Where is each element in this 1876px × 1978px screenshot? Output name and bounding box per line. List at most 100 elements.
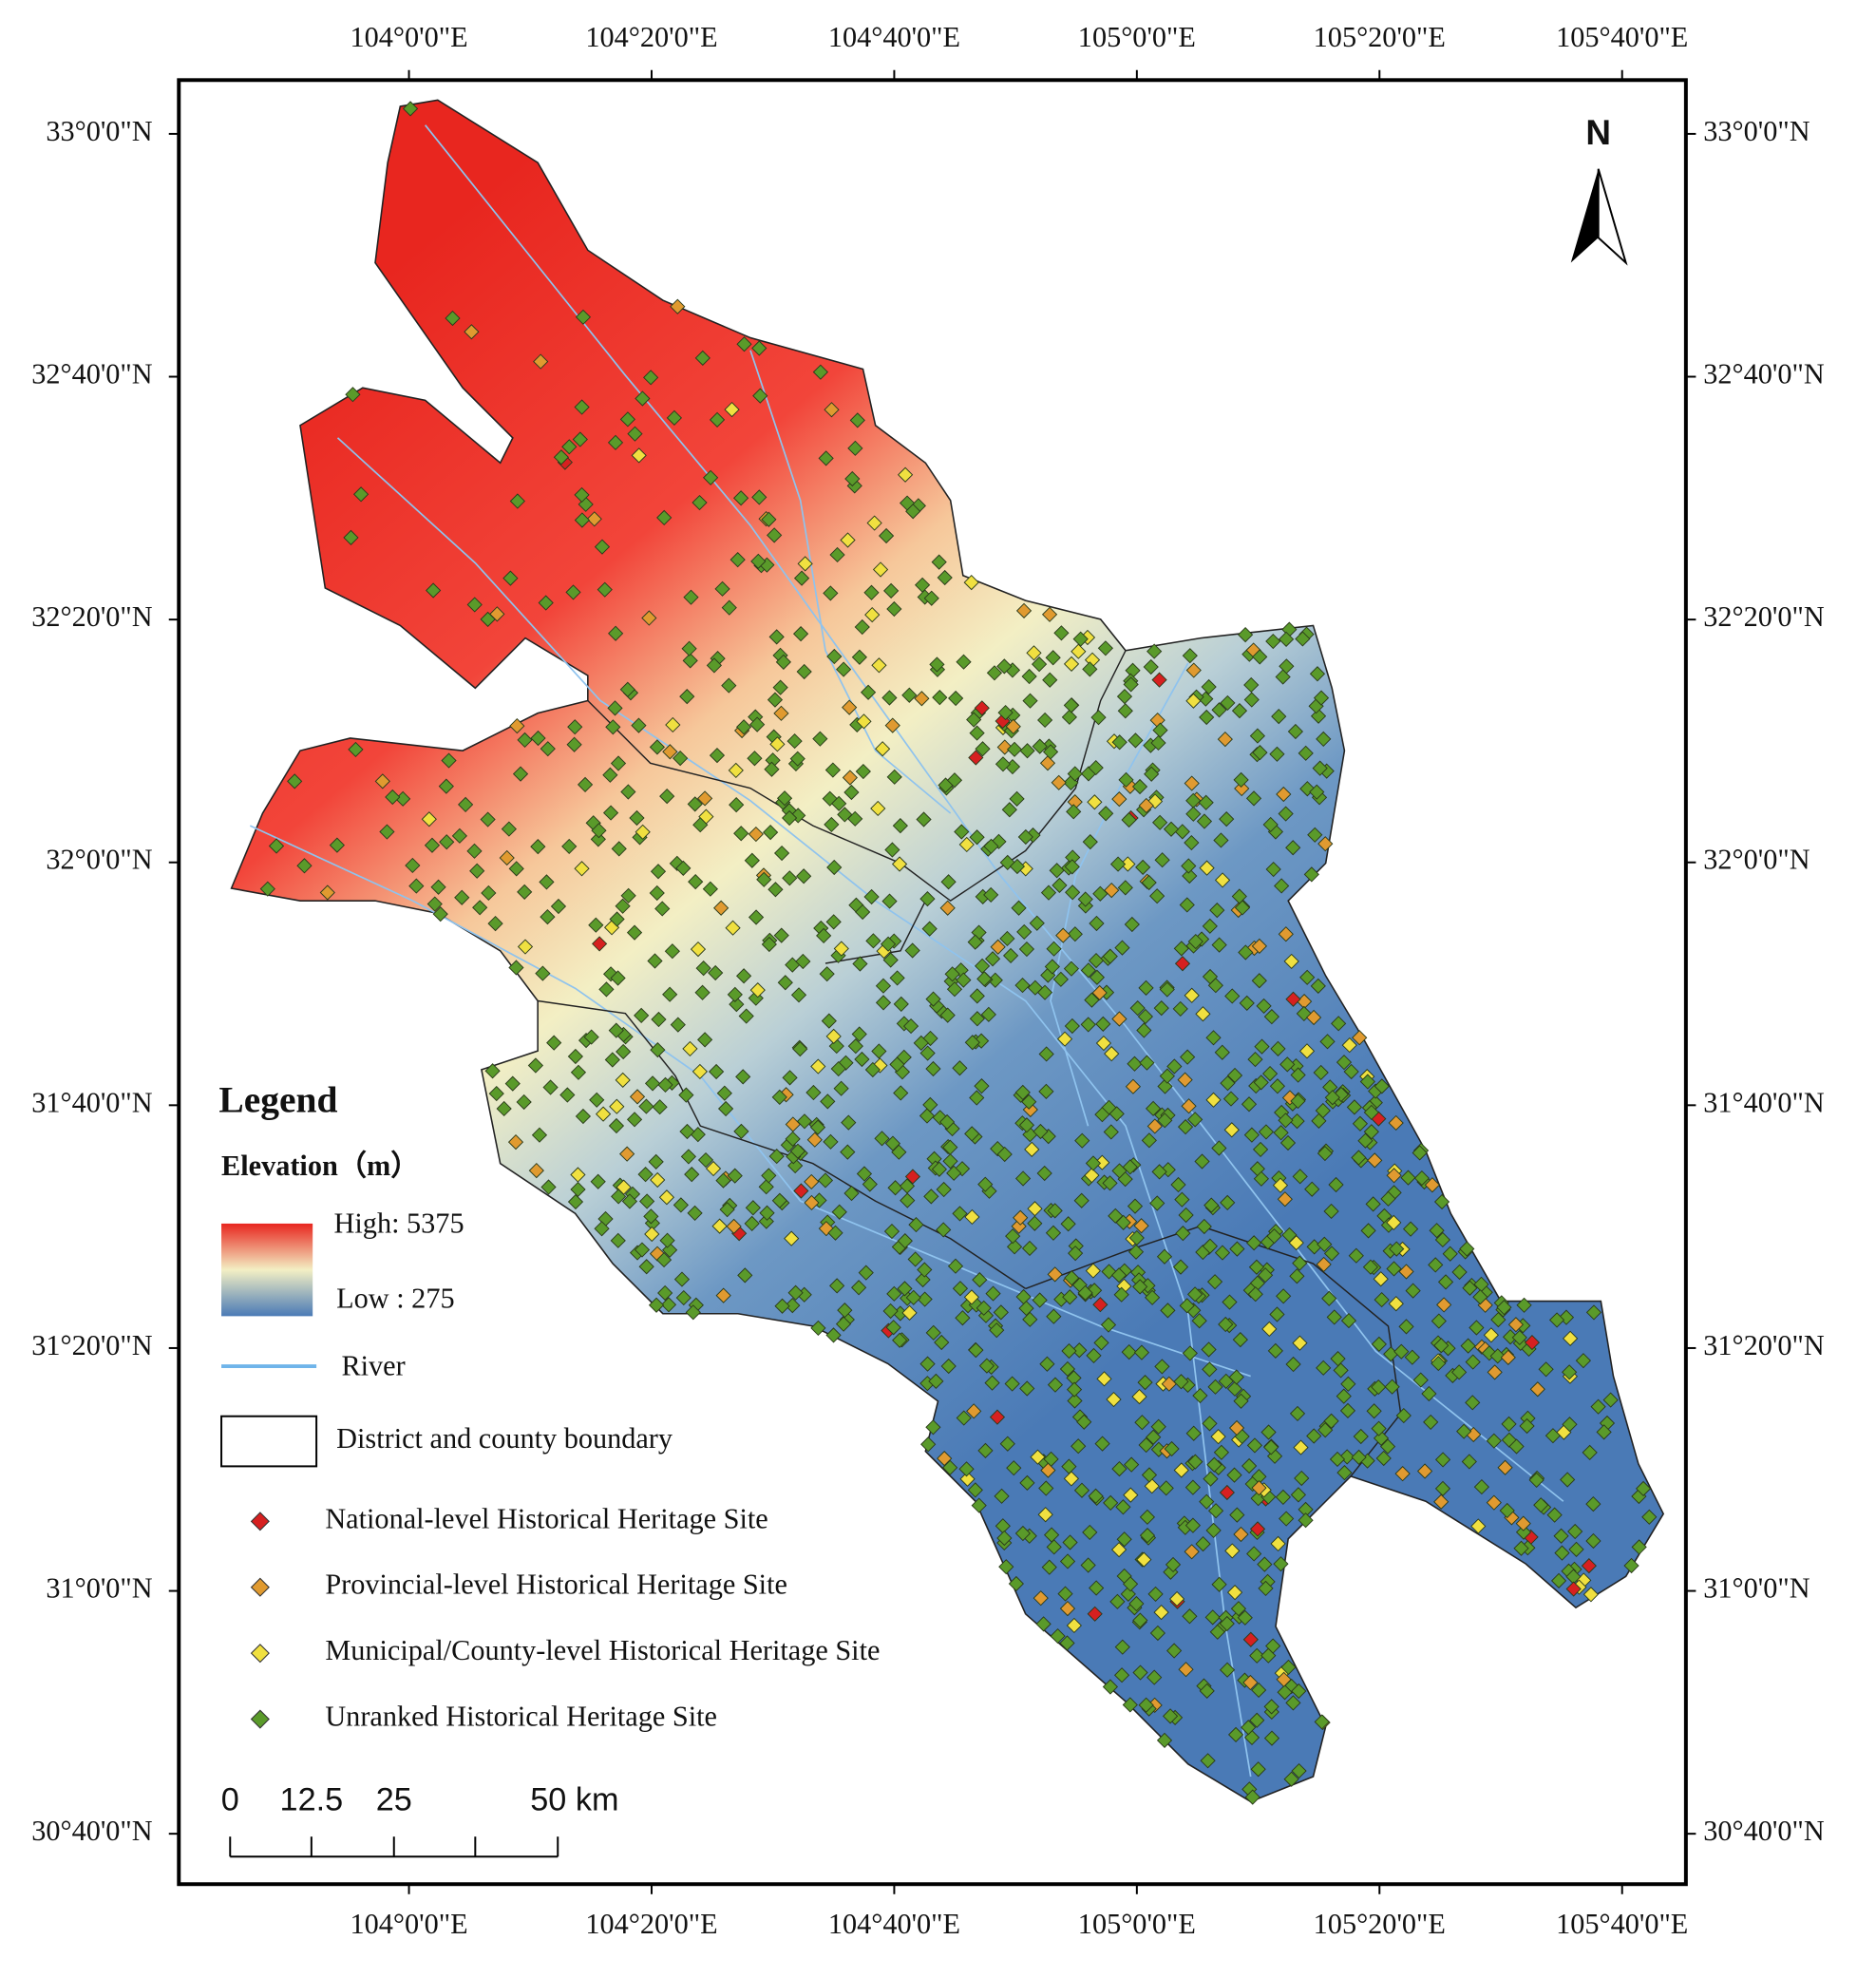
site-marker xyxy=(864,1061,881,1078)
site-marker xyxy=(1433,1493,1450,1510)
site-marker xyxy=(1152,722,1168,738)
site-marker xyxy=(1251,938,1267,954)
site-marker xyxy=(540,909,556,925)
site-marker xyxy=(1027,1215,1043,1231)
site-marker xyxy=(856,713,872,730)
site-marker xyxy=(870,800,886,817)
site-marker xyxy=(1059,1360,1076,1378)
site-marker xyxy=(570,1181,586,1198)
site-marker xyxy=(1149,1625,1166,1642)
site-marker xyxy=(1116,1531,1132,1548)
site-marker xyxy=(1421,1385,1437,1402)
site-marker xyxy=(608,1117,625,1134)
site-marker xyxy=(1472,1289,1488,1305)
site-marker xyxy=(1351,1449,1367,1465)
site-marker xyxy=(1187,1112,1203,1128)
site-marker xyxy=(1202,1361,1218,1378)
site-marker xyxy=(1234,780,1250,797)
site-marker xyxy=(797,556,813,572)
site-marker xyxy=(1238,626,1254,643)
site-marker xyxy=(1192,1387,1208,1404)
site-marker xyxy=(651,1011,667,1028)
site-marker xyxy=(1298,1512,1314,1529)
site-marker xyxy=(1014,1170,1032,1187)
site-marker xyxy=(1181,1098,1197,1114)
site-marker xyxy=(840,532,856,548)
site-marker xyxy=(592,936,608,952)
site-marker xyxy=(1021,1094,1037,1110)
site-marker xyxy=(1582,1587,1600,1603)
site-label: Unranked Historical Heritage Site xyxy=(325,1700,717,1732)
site-marker xyxy=(1114,1639,1130,1655)
site-marker xyxy=(889,1056,905,1073)
site-marker xyxy=(1316,731,1332,747)
site-marker xyxy=(1400,1170,1416,1186)
site-marker xyxy=(976,1300,992,1316)
site-marker xyxy=(1106,1391,1122,1408)
site-marker xyxy=(1040,884,1057,901)
site-marker xyxy=(1110,1542,1127,1558)
site-marker xyxy=(1473,1478,1489,1495)
site-marker xyxy=(1006,1239,1023,1255)
site-marker xyxy=(1405,1283,1421,1299)
site-marker xyxy=(923,590,939,606)
site-marker xyxy=(955,1310,971,1326)
site-marker xyxy=(1316,1256,1332,1273)
site-marker xyxy=(1207,1503,1224,1519)
site-marker xyxy=(1195,1006,1211,1022)
site-marker xyxy=(1365,1196,1381,1212)
site-marker xyxy=(1219,1484,1235,1501)
site-marker xyxy=(1199,1493,1215,1510)
site-marker xyxy=(1146,643,1163,659)
site-marker xyxy=(1456,1423,1472,1439)
site-marker xyxy=(1127,1244,1145,1260)
site-marker xyxy=(1132,1664,1148,1681)
site-marker xyxy=(695,960,711,977)
site-marker xyxy=(1269,1078,1286,1094)
site-marker xyxy=(1185,792,1202,808)
site-marker xyxy=(650,864,667,880)
site-marker xyxy=(590,831,606,847)
site-marker xyxy=(684,1167,700,1183)
site-marker xyxy=(1109,856,1127,872)
site-marker xyxy=(1234,900,1251,916)
site-marker xyxy=(1144,766,1160,782)
site-marker xyxy=(942,1153,958,1170)
site-marker xyxy=(1336,1055,1353,1071)
site-marker xyxy=(1011,900,1027,916)
site-marker xyxy=(1088,759,1104,776)
site-marker xyxy=(1032,1292,1048,1308)
site-marker xyxy=(883,582,900,599)
site-marker xyxy=(1211,937,1227,953)
site-marker xyxy=(1380,1190,1396,1207)
site-marker xyxy=(1423,1414,1439,1431)
site-marker xyxy=(763,825,779,841)
site-marker xyxy=(1575,1353,1592,1369)
site-marker xyxy=(692,817,709,833)
site-marker xyxy=(761,936,777,953)
site-marker xyxy=(785,1131,801,1147)
site-marker xyxy=(1224,1543,1241,1559)
site-marker xyxy=(1528,1472,1544,1489)
site-marker xyxy=(542,1079,559,1095)
site-marker xyxy=(1038,1046,1054,1062)
site-marker xyxy=(1581,1558,1597,1574)
site-marker xyxy=(683,589,699,605)
site-marker xyxy=(1146,1669,1163,1685)
study-area xyxy=(230,99,1665,1803)
site-marker xyxy=(851,1026,867,1042)
site-marker xyxy=(1199,1683,1215,1699)
site-marker xyxy=(1563,1330,1579,1346)
site-marker xyxy=(1043,1451,1059,1467)
site-marker xyxy=(968,1342,984,1359)
site-marker xyxy=(496,1100,512,1117)
site-marker xyxy=(1290,1487,1307,1503)
site-marker xyxy=(1352,1030,1368,1046)
site-marker xyxy=(1546,1507,1563,1523)
lon-label-top: 105°20'0"E xyxy=(1314,21,1446,53)
site-marker xyxy=(881,893,898,909)
site-marker xyxy=(639,1193,655,1209)
site-marker xyxy=(643,1208,659,1225)
elevation-title: Elevation（m） xyxy=(221,1150,419,1182)
site-marker xyxy=(715,1172,731,1189)
